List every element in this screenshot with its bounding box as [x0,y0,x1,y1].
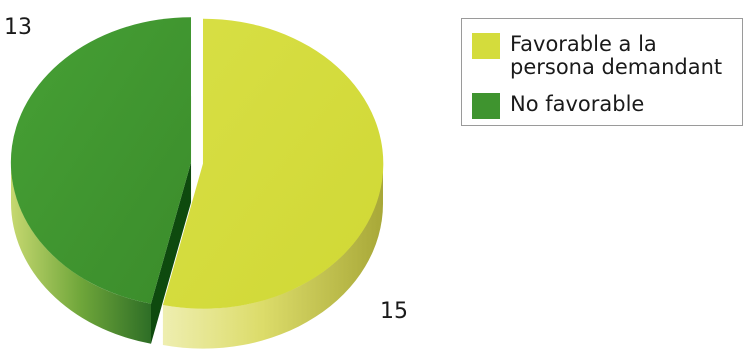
slice-side-favorable [162,163,383,349]
legend-label-favorable: Favorable a la persona demandant [510,32,723,79]
slice-inner-face-no-favorable [151,162,192,344]
legend-swatch-no-favorable [472,93,500,119]
data-label-no-favorable: 13 [4,15,32,40]
slice-no-favorable [10,17,192,304]
legend-swatch-favorable [472,33,500,59]
legend-item-favorable: Favorable a la persona demandant [472,33,740,79]
slice-favorable [162,18,384,309]
legend-item-no-favorable: No favorable [472,93,740,119]
slice-side-no-favorable [10,162,151,344]
legend-label-no-favorable: No favorable [510,92,645,116]
chart-legend: Favorable a la persona demandant No favo… [461,18,743,126]
data-label-favorable: 15 [380,299,408,324]
